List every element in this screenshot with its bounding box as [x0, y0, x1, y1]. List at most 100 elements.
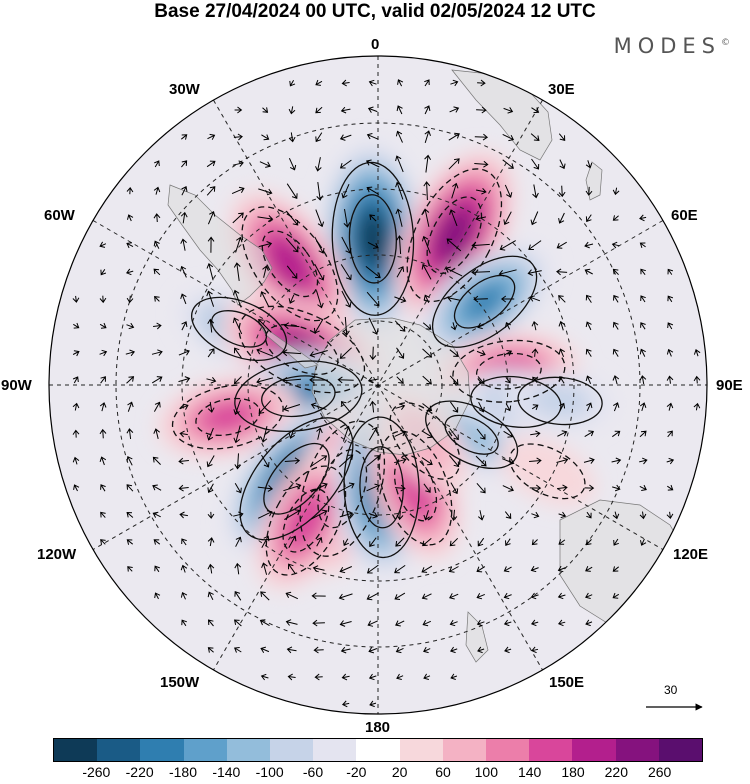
wind-arrow	[504, 184, 513, 198]
wind-arrow	[369, 700, 377, 708]
wind-arrow	[367, 106, 378, 113]
wind-arrow	[612, 511, 620, 520]
wind-arrow	[421, 593, 432, 600]
wind-arrow	[180, 564, 188, 573]
wind-arrow	[476, 593, 485, 600]
colorbar-tick-label: 180	[561, 764, 585, 780]
wind-arrow	[585, 539, 592, 546]
wind-arrow	[99, 456, 107, 466]
wind-arrow	[340, 400, 351, 413]
wind-arrow	[126, 428, 134, 440]
wind-arrow	[285, 210, 299, 226]
wind-arrow	[180, 265, 187, 278]
wind-arrow	[530, 565, 539, 573]
wind-arrow	[152, 511, 161, 518]
wind-arrow	[667, 322, 674, 330]
wind-arrow	[179, 403, 189, 410]
wind-arrow	[612, 215, 619, 221]
wind-arrow	[178, 376, 191, 383]
wind-arrow	[339, 566, 352, 574]
wind-arrow	[559, 159, 566, 170]
colorbar-tick-label: -260	[82, 764, 111, 780]
wind-arrow	[100, 484, 106, 492]
wind-arrow	[310, 402, 327, 410]
wind-arrow	[476, 428, 486, 440]
wind-arrow	[476, 482, 486, 494]
wind-arrow	[340, 106, 351, 114]
wind-arrow	[127, 214, 134, 222]
wind-arrow	[313, 318, 324, 334]
pole-marker: +	[374, 378, 381, 392]
anomaly-contour-9	[299, 420, 386, 557]
wind-arrow	[314, 673, 323, 681]
wind-arrow	[311, 455, 328, 467]
wind-arrow	[532, 184, 539, 199]
wind-arrow	[153, 428, 161, 440]
map-border	[48, 55, 708, 715]
wind-arrow	[260, 646, 270, 653]
wind-arrow	[639, 402, 647, 412]
wind-arrow	[179, 430, 188, 438]
wind-arrow	[180, 591, 188, 600]
wind-arrow	[342, 425, 351, 442]
wind-arrow	[423, 646, 431, 654]
wind-arrow	[613, 402, 620, 412]
anomaly-contour-5	[265, 323, 339, 376]
lon-label-180: 180	[365, 719, 391, 736]
wind-arrow	[585, 566, 593, 572]
wind-arrow	[476, 566, 486, 573]
wind-arrow	[471, 268, 491, 276]
wind-arrow	[283, 322, 300, 330]
wind-arrow	[232, 160, 244, 167]
colorbar-tick-label: -140	[212, 764, 241, 780]
wind-arrow	[396, 105, 403, 115]
wind-arrow	[288, 294, 295, 304]
wind-arrow	[423, 673, 431, 680]
colorbar-cell-13	[615, 739, 659, 761]
wind-arrow	[337, 376, 354, 384]
wind-arrow	[126, 484, 134, 492]
colorbar-cell-1	[97, 739, 141, 761]
wind-arrow	[282, 377, 302, 384]
lon-label-90e: 90E	[716, 377, 743, 394]
wind-arrow	[478, 401, 485, 413]
wind-arrow	[450, 322, 458, 331]
wind-arrow	[449, 209, 458, 227]
wind-arrow	[258, 241, 273, 248]
colorbar-cell-2	[140, 739, 184, 761]
wind-arrow	[558, 511, 567, 519]
wind-arrow	[207, 348, 215, 358]
wind-arrow	[341, 79, 350, 87]
wind-arrow	[424, 130, 431, 144]
wind-arrow	[613, 538, 619, 546]
wind-arrow	[207, 511, 215, 519]
wind-arrow	[288, 535, 297, 549]
anomaly-contour-3	[261, 230, 319, 298]
wind-arrow	[181, 321, 188, 331]
wind-arrow	[450, 79, 459, 87]
wind-arrow	[366, 483, 381, 492]
wind-arrow	[283, 404, 301, 412]
wind-arrow	[476, 187, 487, 195]
wind-arrow	[471, 241, 490, 249]
wind-arrow	[396, 266, 405, 278]
wind-arrow	[179, 511, 188, 519]
wind-arrow	[180, 211, 188, 224]
wind-arrow	[178, 349, 190, 356]
wind-arrow	[396, 673, 404, 680]
wind-arrow	[531, 348, 539, 357]
wind-arrow	[207, 211, 216, 225]
lon-label-30w: 30W	[169, 81, 200, 98]
wind-arrow	[368, 673, 377, 681]
wind-arrow	[557, 484, 568, 492]
wind-arrow	[639, 430, 647, 438]
polar-map: +	[48, 55, 708, 715]
wind-arrow	[666, 375, 674, 384]
madagascar	[585, 161, 603, 201]
wind-arrow	[206, 186, 216, 196]
wind-arrow	[449, 455, 460, 468]
colorbar-cell-8	[399, 739, 443, 761]
wind-arrow	[343, 538, 350, 547]
wind-arrow	[640, 295, 646, 303]
wind-arrow	[100, 376, 106, 384]
